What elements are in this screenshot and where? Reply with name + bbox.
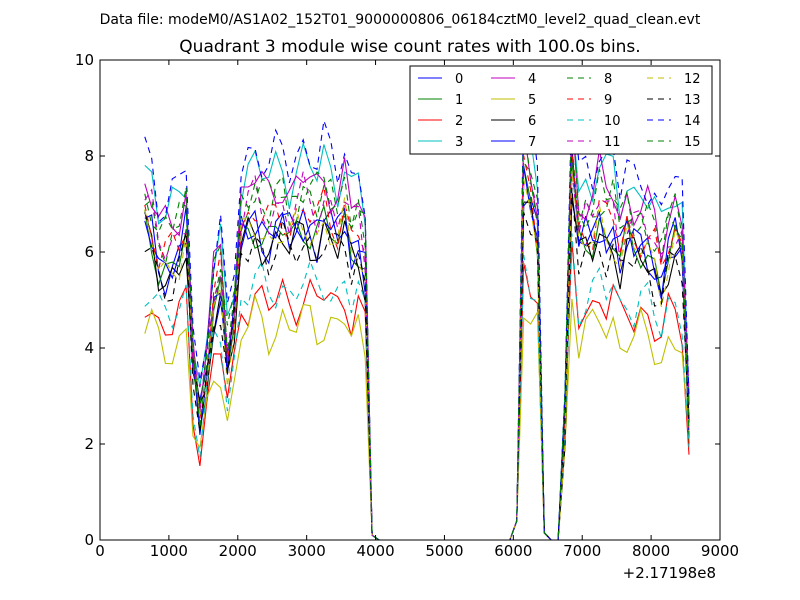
x-tick-label: 9000: [701, 542, 739, 560]
x-tick-label: 5000: [425, 542, 463, 560]
legend-label-11: 11: [604, 135, 621, 150]
chart-title: Quadrant 3 module wise count rates with …: [179, 37, 640, 57]
x-tick-label: 2000: [219, 542, 257, 560]
series-line-13: [144, 187, 690, 541]
series-line-15: [144, 104, 690, 541]
series-line-11: [144, 171, 690, 541]
legend-label-9: 9: [604, 93, 612, 108]
legend-label-1: 1: [455, 93, 463, 108]
x-tick-label: 3000: [288, 542, 326, 560]
legend-label-10: 10: [604, 114, 621, 129]
y-tick-label: 4: [84, 339, 94, 357]
y-tick-label: 2: [84, 435, 94, 453]
x-tick-label: 0: [95, 542, 105, 560]
series-line-8: [144, 142, 690, 541]
x-axis: 0 1000 2000 3000 4000 5000 6000 7000 8000 9000: [95, 60, 739, 560]
plot-series-group: [144, 88, 690, 541]
legend-label-13: 13: [684, 93, 701, 108]
x-tick-label: 4000: [356, 542, 394, 560]
series-line-14: [144, 88, 690, 541]
y-tick-label: 10: [75, 51, 94, 69]
series-line-3: [144, 115, 690, 541]
chart-suptitle: Data file: modeM0/AS1A02_152T01_90000008…: [100, 12, 701, 28]
x-tick-label: 7000: [563, 542, 601, 560]
x-tick-label: 1000: [150, 542, 188, 560]
legend-label-6: 6: [528, 114, 536, 129]
series-line-4: [144, 111, 690, 541]
legend-label-3: 3: [455, 135, 463, 150]
legend-label-8: 8: [604, 72, 612, 87]
y-tick-label: 6: [84, 243, 94, 261]
legend-label-15: 15: [684, 135, 701, 150]
legend-label-4: 4: [528, 72, 536, 87]
legend-label-0: 0: [455, 72, 463, 87]
series-line-10: [144, 233, 690, 541]
legend-frame: [409, 65, 713, 155]
plot-frame: [99, 59, 721, 541]
series-line-9: [144, 150, 690, 541]
x-tick-label: 6000: [494, 542, 532, 560]
x-offset-label: +2.17198e8: [623, 564, 716, 582]
x-tick-label: 8000: [632, 542, 670, 560]
legend-label-7: 7: [528, 135, 536, 150]
y-tick-label: 0: [84, 531, 94, 549]
legend-label-5: 5: [528, 93, 536, 108]
legend-label-12: 12: [684, 72, 701, 87]
series-line-0: [144, 192, 690, 541]
y-tick-label: 8: [84, 147, 94, 165]
series-line-12: [144, 170, 690, 541]
legend-label-14: 14: [684, 114, 701, 129]
series-line-5: [144, 293, 690, 541]
legend-label-2: 2: [455, 114, 463, 129]
